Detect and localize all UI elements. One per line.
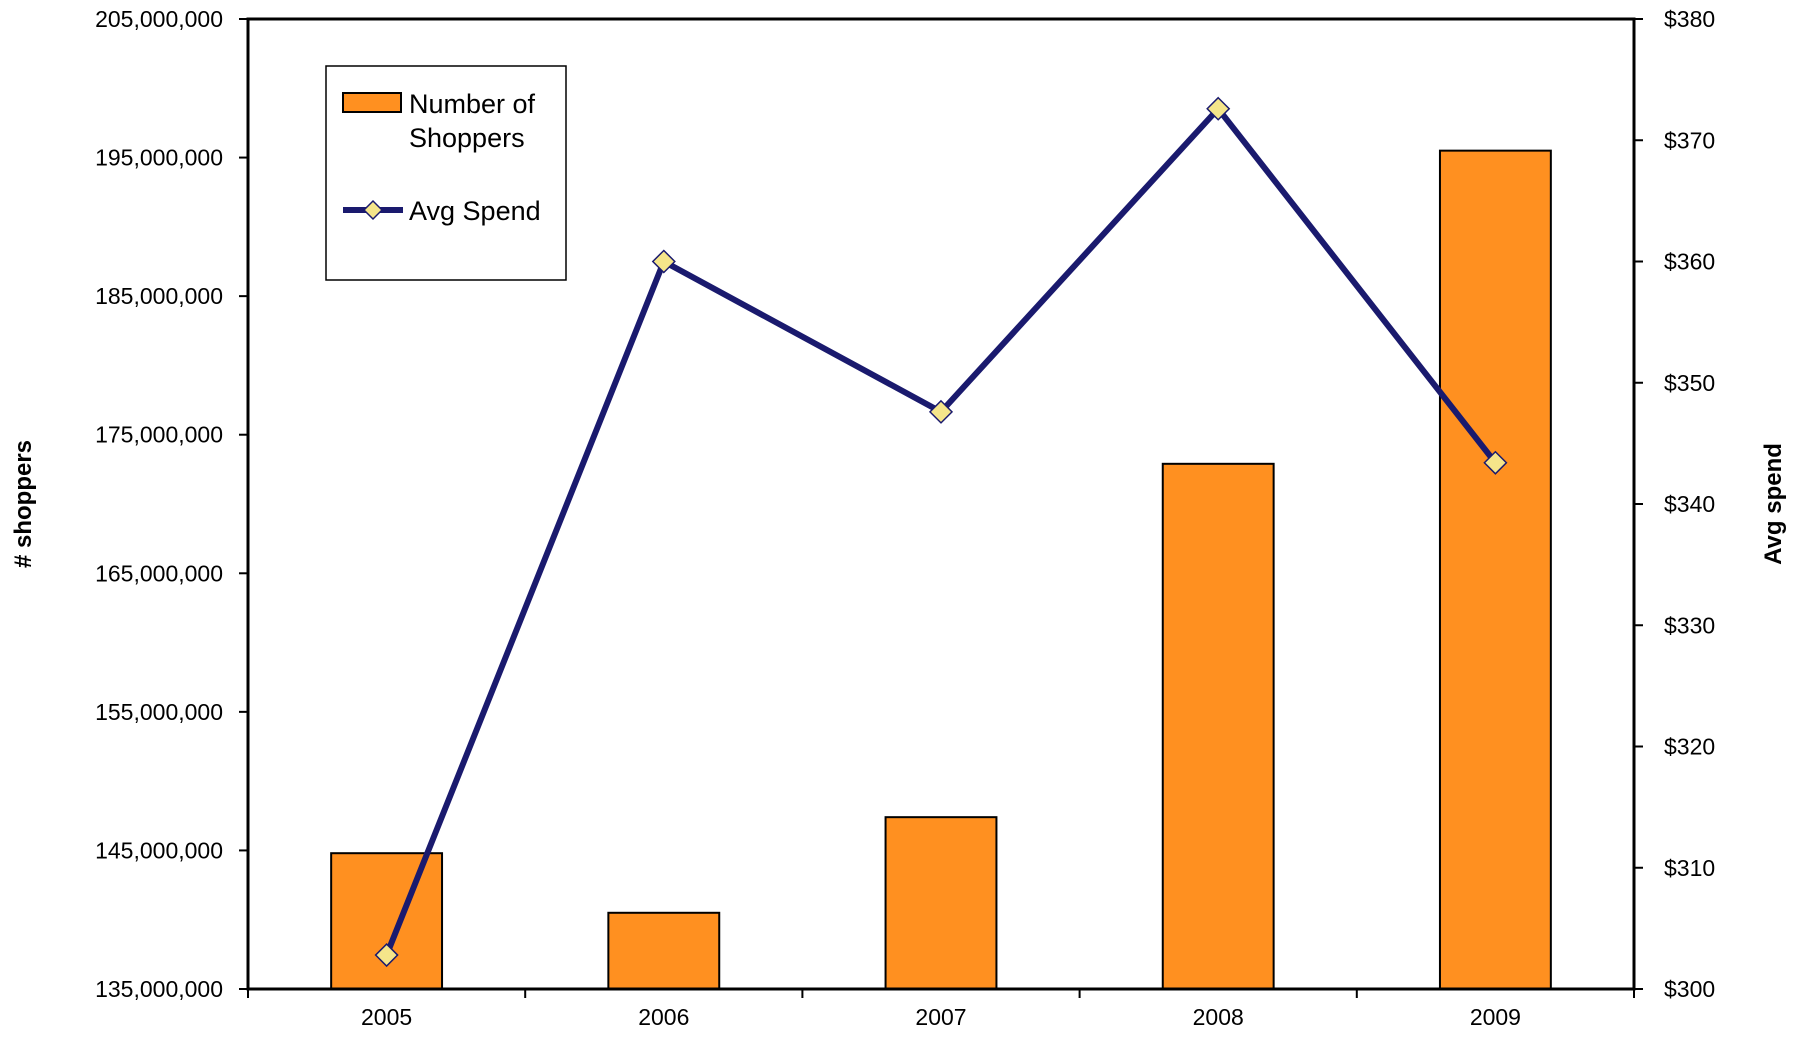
- x-tick-label: 2008: [1193, 1004, 1244, 1030]
- avg-spend-point-2009: [1483, 450, 1508, 475]
- left-tick-label: 165,000,000: [95, 560, 223, 586]
- x-tick-label: 2009: [1470, 1004, 1521, 1030]
- bar-2007: [884, 816, 998, 991]
- left-axis-title: # shoppers: [10, 440, 37, 568]
- legend-bar-swatch: [342, 92, 402, 113]
- left-tick-label: 135,000,000: [95, 976, 223, 1002]
- right-tick-label: $350: [1664, 370, 1715, 396]
- left-tick-label: 175,000,000: [95, 422, 223, 448]
- legend: Number of Shoppers Avg Spend: [325, 65, 567, 281]
- left-tick-label: 185,000,000: [95, 283, 223, 309]
- bar-2009: [1438, 149, 1552, 990]
- legend-bar-label-line1: Number of: [409, 89, 536, 119]
- left-tick-label: 205,000,000: [95, 6, 223, 32]
- left-y-axis: 135,000,000 145,000,000 155,000,000 165,000…: [95, 6, 248, 1002]
- avg-spend-point-2007: [928, 399, 954, 424]
- right-tick-label: $320: [1664, 734, 1715, 760]
- bars-layer: [330, 149, 1552, 991]
- avg-spend-point-2008: [1206, 96, 1231, 121]
- right-axis-title: Avg spend: [1760, 443, 1787, 565]
- x-tick-label: 2005: [361, 1004, 412, 1030]
- right-tick-label: $380: [1664, 6, 1715, 32]
- right-tick-label: $300: [1664, 976, 1715, 1002]
- bar-2008: [1161, 462, 1275, 991]
- x-axis: 2005 2006 2007 2008 2009: [247, 989, 1635, 1030]
- right-tick-label: $360: [1664, 249, 1715, 275]
- bar-2006: [607, 911, 721, 990]
- legend-line-marker: [362, 199, 384, 221]
- x-tick-label: 2007: [915, 1004, 966, 1030]
- x-tick-label: 2006: [638, 1004, 689, 1030]
- right-tick-label: $310: [1664, 855, 1715, 881]
- left-tick-label: 195,000,000: [95, 145, 223, 171]
- right-tick-label: $370: [1664, 127, 1715, 153]
- legend-line-label: Avg Spend: [409, 196, 541, 226]
- avg-spend-point-2006: [651, 249, 676, 274]
- avg-spend-point-2005: [374, 942, 399, 968]
- line-layer: [374, 96, 1508, 968]
- left-tick-label: 145,000,000: [95, 837, 223, 863]
- right-tick-label: $340: [1664, 491, 1715, 517]
- right-tick-label: $330: [1664, 612, 1715, 638]
- left-tick-label: 155,000,000: [95, 699, 223, 725]
- right-y-axis: $300 $310 $320 $330 $340 $350 $360 $370 $380: [1634, 6, 1715, 1002]
- bar-2005: [330, 852, 444, 991]
- legend-bar-label-line2: Shoppers: [409, 123, 525, 153]
